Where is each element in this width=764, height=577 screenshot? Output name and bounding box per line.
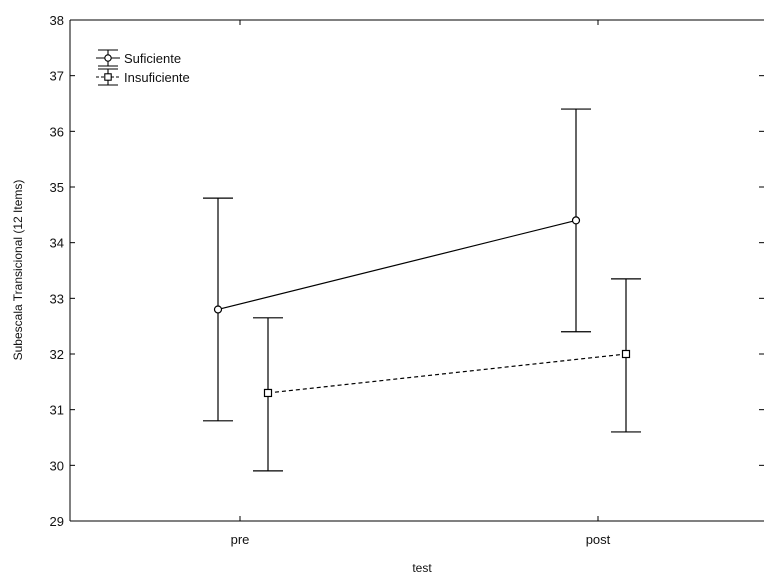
series-suficiente <box>203 108 591 422</box>
y-axis-label: Subescala Transicional (12 Items) <box>11 180 25 361</box>
x-tick-label: pre <box>231 532 250 547</box>
y-tick-label: 33 <box>50 291 64 306</box>
y-tick-label: 30 <box>50 458 64 473</box>
x-tick-label: post <box>586 532 611 547</box>
plot-area <box>70 20 764 521</box>
legend: Suficiente Insuficiente <box>96 49 190 86</box>
series-insuficiente <box>253 278 641 472</box>
y-ticks: 29 30 31 32 33 34 35 36 37 38 <box>50 13 764 529</box>
y-tick-label: 31 <box>50 403 64 418</box>
legend-label: Suficiente <box>124 51 181 66</box>
x-axis-label: test <box>412 561 432 575</box>
x-ticks: pre post <box>231 20 611 547</box>
data-point <box>621 349 631 359</box>
legend-label: Insuficiente <box>124 70 190 85</box>
axes <box>69 19 764 522</box>
y-tick-label: 38 <box>50 13 64 28</box>
legend-item-insuficiente: Insuficiente <box>96 68 190 86</box>
series-line <box>217 219 577 311</box>
y-tick-label: 37 <box>50 69 64 84</box>
series-layer <box>203 108 641 472</box>
y-tick-label: 36 <box>50 124 64 139</box>
y-tick-label: 35 <box>50 180 64 195</box>
legend-marker <box>104 54 112 62</box>
legend-marker <box>104 73 112 81</box>
y-tick-label: 34 <box>50 236 64 251</box>
data-point <box>213 305 223 314</box>
legend-item-suficiente: Suficiente <box>96 49 181 67</box>
y-tick-label: 29 <box>50 514 64 529</box>
y-tick-label: 32 <box>50 347 64 362</box>
data-point <box>571 216 581 225</box>
data-point <box>263 388 273 398</box>
